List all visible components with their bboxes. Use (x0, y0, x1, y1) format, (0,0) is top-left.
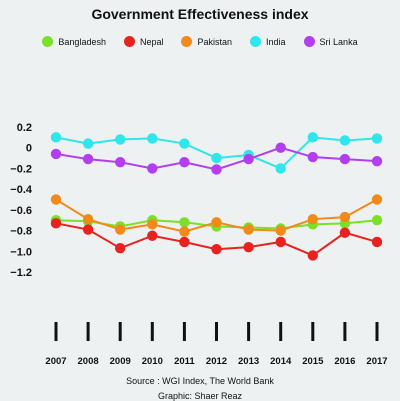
x-tick-label: 2012 (206, 356, 227, 367)
data-point-pakistan (307, 213, 318, 225)
data-point-sri-lanka (339, 153, 351, 165)
legend-item-sri-lanka: Sri Lanka (303, 36, 358, 47)
data-point-india (50, 132, 62, 143)
legend-label-india: India (266, 36, 286, 47)
x-tick-label: 2017 (366, 356, 387, 367)
data-point-nepal (275, 236, 286, 248)
graphic-credit: Graphic: Shaer Reaz (157, 391, 243, 401)
data-point-sri-lanka (147, 163, 158, 174)
legend-item-pakistan: Pakistan (181, 36, 232, 47)
data-point-india (179, 138, 190, 149)
legend-marker-sri-lanka (303, 36, 315, 47)
y-tick-label: 0.2 (17, 122, 32, 134)
y-tick-label: −1.0 (10, 246, 32, 258)
data-point-nepal (211, 244, 222, 255)
data-point-india (82, 138, 94, 149)
y-tick-label: −0.2 (10, 163, 32, 175)
chart-title: Government Effectiveness index (91, 6, 309, 22)
data-point-pakistan (243, 224, 254, 235)
data-point-sri-lanka (179, 157, 190, 168)
data-point-pakistan (50, 194, 62, 205)
y-tick-label: −1.2 (10, 267, 32, 279)
data-point-nepal (179, 236, 190, 248)
data-point-pakistan (211, 217, 222, 228)
data-point-sri-lanka (275, 142, 286, 153)
x-tick-label: 2011 (174, 356, 195, 367)
data-point-pakistan (275, 225, 286, 236)
data-point-india (371, 133, 383, 144)
x-tick-label: 2007 (45, 356, 66, 367)
data-point-sri-lanka (211, 164, 222, 175)
data-point-nepal (115, 242, 126, 254)
data-point-india (115, 134, 126, 145)
data-point-india (147, 133, 158, 144)
data-point-bangladesh (371, 215, 383, 226)
y-tick-label: 0 (26, 143, 32, 155)
x-tick-label: 2010 (142, 356, 163, 367)
chart-legend: Bangladesh Nepal Pakistan India Sri Lank… (0, 36, 400, 47)
data-point-nepal (243, 241, 254, 253)
legend-label-nepal: Nepal (139, 36, 164, 47)
data-point-sri-lanka (371, 155, 383, 167)
data-point-pakistan (115, 224, 126, 235)
legend-marker-pakistan (181, 36, 193, 47)
data-point-nepal (339, 227, 351, 238)
legend-item-india: India (250, 36, 286, 47)
legend-label-sri-lanka: Sri Lanka (319, 36, 358, 47)
x-tick-label: 2009 (110, 356, 131, 367)
legend-item-nepal: Nepal (123, 36, 164, 47)
data-point-india (339, 135, 351, 146)
x-tick-label: 2014 (270, 356, 292, 367)
data-point-sri-lanka (115, 157, 126, 168)
legend-label-bangladesh: Bangladesh (58, 36, 106, 47)
x-tick-label: 2016 (334, 356, 355, 367)
y-tick-label: −0.4 (10, 184, 33, 196)
data-point-sri-lanka (307, 151, 318, 163)
data-point-pakistan (179, 226, 190, 237)
data-point-pakistan (339, 211, 351, 223)
data-point-india (211, 152, 222, 164)
data-point-nepal (147, 230, 158, 241)
data-point-india (307, 132, 318, 143)
data-point-sri-lanka (50, 148, 62, 160)
x-tick-label: 2015 (302, 356, 324, 367)
legend-marker-bangladesh (42, 36, 54, 47)
data-point-nepal (307, 250, 318, 261)
data-point-nepal (371, 236, 383, 248)
data-point-pakistan (371, 194, 383, 205)
data-point-sri-lanka (82, 153, 94, 165)
data-point-india (275, 163, 286, 174)
data-point-nepal (50, 218, 62, 229)
legend-item-bangladesh: Bangladesh (42, 36, 106, 47)
data-point-bangladesh (179, 217, 190, 228)
data-point-pakistan (147, 219, 158, 230)
y-tick-label: −0.6 (10, 205, 32, 217)
data-point-pakistan (82, 213, 94, 225)
source-note: Source : WGI Index, The World Bank (126, 376, 274, 386)
x-tick-label: 2013 (238, 356, 259, 367)
data-point-sri-lanka (243, 153, 254, 165)
legend-marker-india (250, 36, 262, 47)
x-tick-label: 2008 (78, 356, 99, 367)
legend-marker-nepal (123, 36, 135, 47)
legend-label-pakistan: Pakistan (197, 36, 233, 47)
data-point-nepal (82, 224, 94, 235)
y-tick-label: −0.8 (10, 226, 32, 238)
